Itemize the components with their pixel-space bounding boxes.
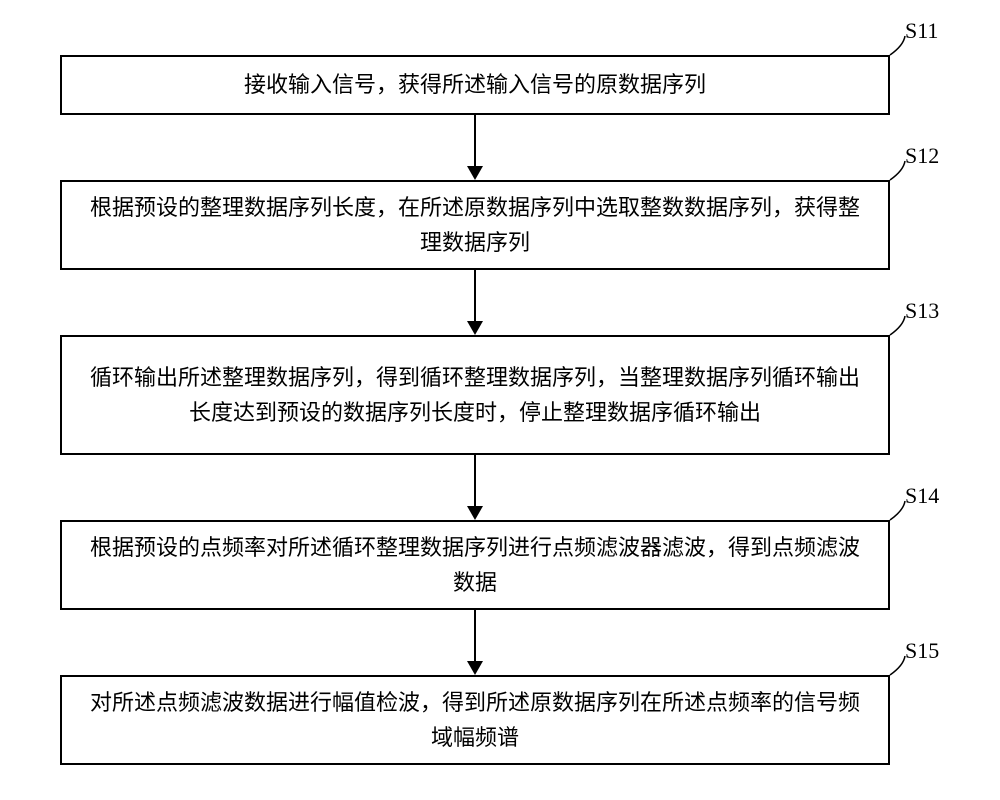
flowchart-arrow-s14-s15 <box>0 0 1000 800</box>
flowchart-canvas: 接收输入信号，获得所述输入信号的原数据序列S11根据预设的整理数据序列长度，在所… <box>0 0 1000 800</box>
